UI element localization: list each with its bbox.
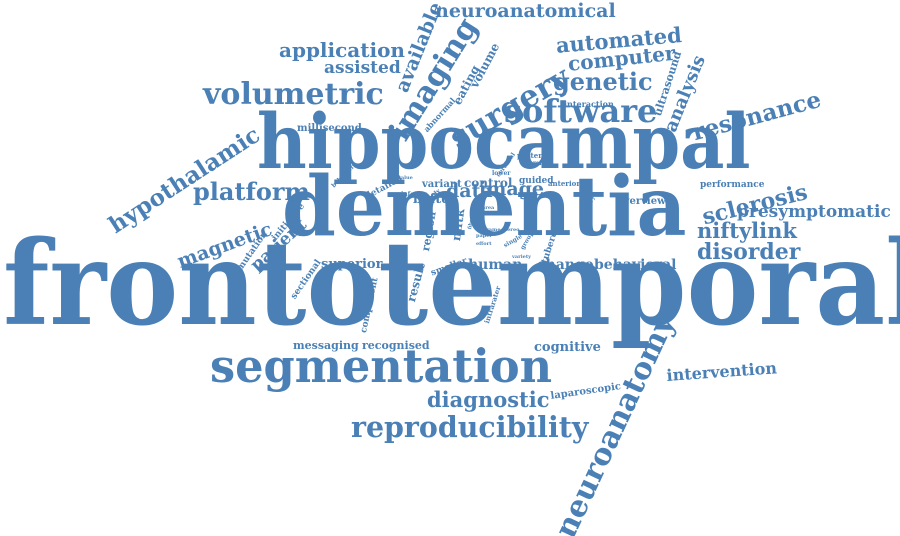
word-diagnostic: diagnostic	[427, 387, 550, 412]
word-image: image	[479, 178, 545, 200]
word-cognitive: cognitive	[534, 340, 601, 355]
word-presymptomatic: presymptomatic	[737, 202, 891, 222]
word-paper: paper	[476, 233, 493, 239]
word-interaction: interaction	[564, 99, 614, 109]
word-lower: lower	[492, 170, 511, 177]
word-assisted: assisted	[324, 58, 401, 78]
word-frontotemporal: frontotemporal	[3, 216, 900, 352]
word-guided: guided	[519, 176, 554, 186]
word-performance: performance	[700, 180, 765, 190]
word-posterior: posterior	[517, 151, 553, 160]
word-messaging: messaging	[293, 339, 359, 352]
word-data: data	[446, 180, 493, 202]
word-human: human	[468, 257, 523, 273]
word-software: software	[504, 92, 658, 130]
word-neuroanatomical: neuroanatomical	[435, 0, 616, 22]
word-bvftd: bvftd	[413, 192, 451, 207]
word-disorder: disorder	[697, 239, 801, 265]
word-application: application	[279, 38, 405, 62]
word-intervention: intervention	[665, 358, 778, 385]
word-volumetric: volumetric	[203, 77, 384, 112]
word-frame: frame	[484, 227, 501, 233]
word-variant: variant	[422, 179, 462, 190]
word-overview: overview	[617, 196, 666, 207]
word-submit: submit	[521, 160, 545, 167]
word-genetic: genetic	[553, 67, 653, 96]
word-platform: platform	[193, 177, 310, 206]
word-niftylink: niftylink	[697, 218, 797, 243]
word-area: area	[482, 205, 495, 211]
word-value: value	[398, 175, 413, 181]
word-stereo: stereo	[502, 227, 520, 233]
word-inferior: inferior	[401, 191, 427, 198]
word-dementia: dementia	[282, 159, 687, 255]
word-superior: superior	[321, 257, 383, 272]
word-effort: effort	[476, 241, 492, 247]
word-segmentation: segmentation	[210, 339, 553, 393]
word-behavioral: behavioral	[594, 257, 677, 273]
word-reproducibility: reproducibility	[351, 410, 589, 444]
word-change: change	[537, 257, 594, 273]
word-recognised: recognised	[362, 339, 430, 352]
word-variety: variety	[512, 254, 532, 260]
word-hippocampal: hippocampal	[257, 97, 751, 186]
word-millisecond: millisecond	[297, 123, 362, 134]
word-control: control	[464, 176, 513, 190]
word-anterior: anterior	[548, 179, 581, 188]
